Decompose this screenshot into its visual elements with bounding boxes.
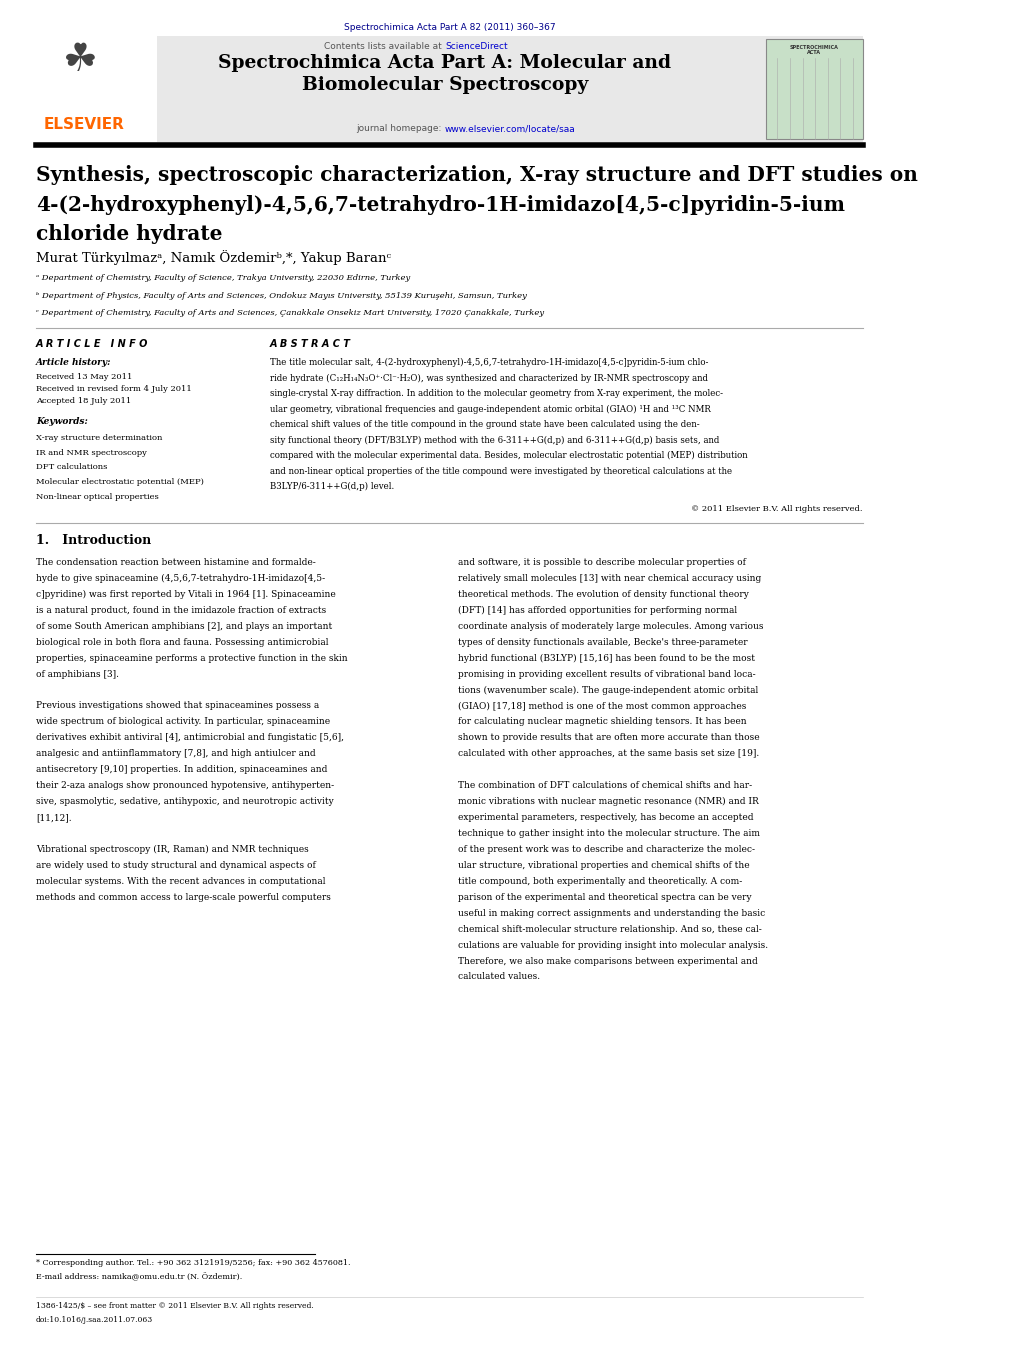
Text: 1.   Introduction: 1. Introduction — [36, 534, 151, 547]
Text: analgesic and antiinflammatory [7,8], and high antiulcer and: analgesic and antiinflammatory [7,8], an… — [36, 750, 315, 758]
Text: compared with the molecular experimental data. Besides, molecular electrostatic : compared with the molecular experimental… — [270, 451, 747, 461]
Text: ScienceDirect: ScienceDirect — [445, 42, 507, 51]
Text: of the present work was to describe and characterize the molec-: of the present work was to describe and … — [458, 844, 756, 854]
Text: shown to provide results that are often more accurate than those: shown to provide results that are often … — [458, 734, 760, 742]
Text: derivatives exhibit antiviral [4], antimicrobial and fungistatic [5,6],: derivatives exhibit antiviral [4], antim… — [36, 734, 344, 742]
Text: calculated values.: calculated values. — [458, 973, 540, 981]
Text: sive, spasmolytic, sedative, antihypoxic, and neurotropic activity: sive, spasmolytic, sedative, antihypoxic… — [36, 797, 334, 807]
Text: IR and NMR spectroscopy: IR and NMR spectroscopy — [36, 449, 147, 457]
Text: are widely used to study structural and dynamical aspects of: are widely used to study structural and … — [36, 861, 315, 870]
Text: X-ray structure determination: X-ray structure determination — [36, 434, 162, 442]
Text: promising in providing excellent results of vibrational band loca-: promising in providing excellent results… — [458, 670, 756, 678]
Text: chemical shift-molecular structure relationship. And so, these cal-: chemical shift-molecular structure relat… — [458, 924, 762, 934]
Text: ᶜ Department of Chemistry, Faculty of Arts and Sciences, Çanakkale Onsekiz Mart : ᶜ Department of Chemistry, Faculty of Ar… — [36, 309, 544, 317]
Text: Received in revised form 4 July 2011: Received in revised form 4 July 2011 — [36, 385, 192, 393]
Text: experimental parameters, respectively, has become an accepted: experimental parameters, respectively, h… — [458, 813, 753, 821]
Text: their 2-aza analogs show pronounced hypotensive, antihyperten-: their 2-aza analogs show pronounced hypo… — [36, 781, 334, 790]
Text: (DFT) [14] has afforded opportunities for performing normal: (DFT) [14] has afforded opportunities fo… — [458, 605, 737, 615]
Text: DFT calculations: DFT calculations — [36, 463, 107, 471]
Text: sity functional theory (DFT/B3LYP) method with the 6-311++G(d,p) and 6-311++G(d,: sity functional theory (DFT/B3LYP) metho… — [270, 435, 719, 444]
Text: doi:10.1016/j.saa.2011.07.063: doi:10.1016/j.saa.2011.07.063 — [36, 1316, 153, 1324]
Text: molecular systems. With the recent advances in computational: molecular systems. With the recent advan… — [36, 877, 326, 886]
Text: Spectrochimica Acta Part A: Molecular and
Biomolecular Spectroscopy: Spectrochimica Acta Part A: Molecular an… — [218, 54, 672, 95]
Text: Molecular electrostatic potential (MEP): Molecular electrostatic potential (MEP) — [36, 478, 204, 486]
Text: ular geometry, vibrational frequencies and gauge-independent atomic orbital (GIA: ular geometry, vibrational frequencies a… — [270, 405, 711, 413]
Text: types of density functionals available, Becke's three-parameter: types of density functionals available, … — [458, 638, 748, 647]
Text: Keywords:: Keywords: — [36, 417, 88, 427]
Text: title compound, both experimentally and theoretically. A com-: title compound, both experimentally and … — [458, 877, 742, 886]
Text: technique to gather insight into the molecular structure. The aim: technique to gather insight into the mol… — [458, 830, 761, 838]
Text: Accepted 18 July 2011: Accepted 18 July 2011 — [36, 397, 132, 405]
Text: 1386-1425/$ – see front matter © 2011 Elsevier B.V. All rights reserved.: 1386-1425/$ – see front matter © 2011 El… — [36, 1302, 313, 1310]
Text: Therefore, we also make comparisons between experimental and: Therefore, we also make comparisons betw… — [458, 957, 759, 966]
Text: E-mail address: namika@omu.edu.tr (N. Özdemir).: E-mail address: namika@omu.edu.tr (N. Öz… — [36, 1273, 242, 1281]
Text: www.elsevier.com/locate/saa: www.elsevier.com/locate/saa — [445, 124, 576, 134]
Text: hybrid functional (B3LYP) [15,16] has been found to be the most: hybrid functional (B3LYP) [15,16] has be… — [458, 654, 756, 663]
FancyBboxPatch shape — [36, 36, 157, 142]
Text: Received 13 May 2011: Received 13 May 2011 — [36, 373, 133, 381]
Text: and non-linear optical properties of the title compound were investigated by the: and non-linear optical properties of the… — [270, 467, 732, 476]
Text: ᵇ Department of Physics, Faculty of Arts and Sciences, Ondokuz Mayıs University,: ᵇ Department of Physics, Faculty of Arts… — [36, 292, 527, 300]
Text: c]pyridine) was first reported by Vitali in 1964 [1]. Spinaceamine: c]pyridine) was first reported by Vitali… — [36, 590, 336, 598]
Text: and software, it is possible to describe molecular properties of: and software, it is possible to describe… — [458, 558, 746, 567]
Text: ᵃ Department of Chemistry, Faculty of Science, Trakya University, 22030 Edirne, : ᵃ Department of Chemistry, Faculty of Sc… — [36, 274, 410, 282]
Text: Article history:: Article history: — [36, 358, 111, 367]
Text: properties, spinaceamine performs a protective function in the skin: properties, spinaceamine performs a prot… — [36, 654, 347, 662]
Text: ☘: ☘ — [62, 41, 97, 78]
Text: calculated with other approaches, at the same basis set size [19].: calculated with other approaches, at the… — [458, 750, 760, 758]
FancyBboxPatch shape — [36, 36, 863, 142]
Text: The title molecular salt, 4-(2-hydroxyphenyl)-4,5,6,7-tetrahydro-1H-imidazo[4,5-: The title molecular salt, 4-(2-hydroxyph… — [270, 358, 708, 367]
Text: Vibrational spectroscopy (IR, Raman) and NMR techniques: Vibrational spectroscopy (IR, Raman) and… — [36, 844, 308, 854]
Text: Synthesis, spectroscopic characterization, X-ray structure and DFT studies on: Synthesis, spectroscopic characterizatio… — [36, 165, 918, 185]
Text: Spectrochimica Acta Part A 82 (2011) 360–367: Spectrochimica Acta Part A 82 (2011) 360… — [343, 23, 555, 32]
Text: relatively small molecules [13] with near chemical accuracy using: relatively small molecules [13] with nea… — [458, 574, 762, 582]
Text: culations are valuable for providing insight into molecular analysis.: culations are valuable for providing ins… — [458, 940, 769, 950]
Text: hyde to give spinaceamine (4,5,6,7-tetrahydro-1H-imidazo[4,5-: hyde to give spinaceamine (4,5,6,7-tetra… — [36, 574, 325, 584]
Text: 4-(2-hydroxyphenyl)-4,5,6,7-tetrahydro-1H-imidazo[4,5-c]pyridin-5-ium: 4-(2-hydroxyphenyl)-4,5,6,7-tetrahydro-1… — [36, 195, 845, 215]
Text: SPECTROCHIMICA
ACTA: SPECTROCHIMICA ACTA — [790, 45, 838, 55]
Text: A B S T R A C T: A B S T R A C T — [270, 339, 350, 349]
Text: (GIAO) [17,18] method is one of the most common approaches: (GIAO) [17,18] method is one of the most… — [458, 701, 746, 711]
Text: The combination of DFT calculations of chemical shifts and har-: The combination of DFT calculations of c… — [458, 781, 752, 790]
Text: is a natural product, found in the imidazole fraction of extracts: is a natural product, found in the imida… — [36, 605, 326, 615]
FancyBboxPatch shape — [766, 39, 863, 139]
Text: ride hydrate (C₁₂H₁₄N₃O⁺·Cl⁻·H₂O), was synthesized and characterized by IR-NMR s: ride hydrate (C₁₂H₁₄N₃O⁺·Cl⁻·H₂O), was s… — [270, 373, 708, 382]
Text: monic vibrations with nuclear magnetic resonance (NMR) and IR: monic vibrations with nuclear magnetic r… — [458, 797, 759, 807]
Text: Murat Türkyılmazᵃ, Namık Özdemirᵇ,*, Yakup Baranᶜ: Murat Türkyılmazᵃ, Namık Özdemirᵇ,*, Yak… — [36, 250, 391, 265]
Text: coordinate analysis of moderately large molecules. Among various: coordinate analysis of moderately large … — [458, 621, 764, 631]
Text: of some South American amphibians [2], and plays an important: of some South American amphibians [2], a… — [36, 621, 332, 631]
Text: B3LYP/6-311++G(d,p) level.: B3LYP/6-311++G(d,p) level. — [270, 482, 394, 492]
Text: parison of the experimental and theoretical spectra can be very: parison of the experimental and theoreti… — [458, 893, 752, 901]
Text: © 2011 Elsevier B.V. All rights reserved.: © 2011 Elsevier B.V. All rights reserved… — [691, 505, 863, 513]
Text: antisecretory [9,10] properties. In addition, spinaceamines and: antisecretory [9,10] properties. In addi… — [36, 765, 328, 774]
Text: methods and common access to large-scale powerful computers: methods and common access to large-scale… — [36, 893, 331, 901]
Text: Contents lists available at: Contents lists available at — [325, 42, 445, 51]
Text: theoretical methods. The evolution of density functional theory: theoretical methods. The evolution of de… — [458, 590, 749, 598]
Text: Previous investigations showed that spinaceamines possess a: Previous investigations showed that spin… — [36, 701, 320, 711]
Text: journal homepage:: journal homepage: — [356, 124, 445, 134]
Text: of amphibians [3].: of amphibians [3]. — [36, 670, 119, 678]
Text: chemical shift values of the title compound in the ground state have been calcul: chemical shift values of the title compo… — [270, 420, 699, 430]
Text: ELSEVIER: ELSEVIER — [43, 118, 124, 132]
Text: The condensation reaction between histamine and formalde-: The condensation reaction between histam… — [36, 558, 315, 567]
Text: wide spectrum of biological activity. In particular, spinaceamine: wide spectrum of biological activity. In… — [36, 717, 330, 727]
Text: Non-linear optical properties: Non-linear optical properties — [36, 493, 158, 501]
Text: useful in making correct assignments and understanding the basic: useful in making correct assignments and… — [458, 909, 766, 917]
Text: ular structure, vibrational properties and chemical shifts of the: ular structure, vibrational properties a… — [458, 861, 750, 870]
Text: * Corresponding author. Tel.: +90 362 3121919/5256; fax: +90 362 4576081.: * Corresponding author. Tel.: +90 362 31… — [36, 1259, 350, 1267]
Text: biological role in both flora and fauna. Possessing antimicrobial: biological role in both flora and fauna.… — [36, 638, 329, 647]
Text: tions (wavenumber scale). The gauge-independent atomic orbital: tions (wavenumber scale). The gauge-inde… — [458, 685, 759, 694]
Text: [11,12].: [11,12]. — [36, 813, 71, 821]
Text: single-crystal X-ray diffraction. In addition to the molecular geometry from X-r: single-crystal X-ray diffraction. In add… — [270, 389, 723, 399]
Text: for calculating nuclear magnetic shielding tensors. It has been: for calculating nuclear magnetic shieldi… — [458, 717, 747, 727]
Text: chloride hydrate: chloride hydrate — [36, 224, 223, 245]
Text: A R T I C L E   I N F O: A R T I C L E I N F O — [36, 339, 148, 349]
